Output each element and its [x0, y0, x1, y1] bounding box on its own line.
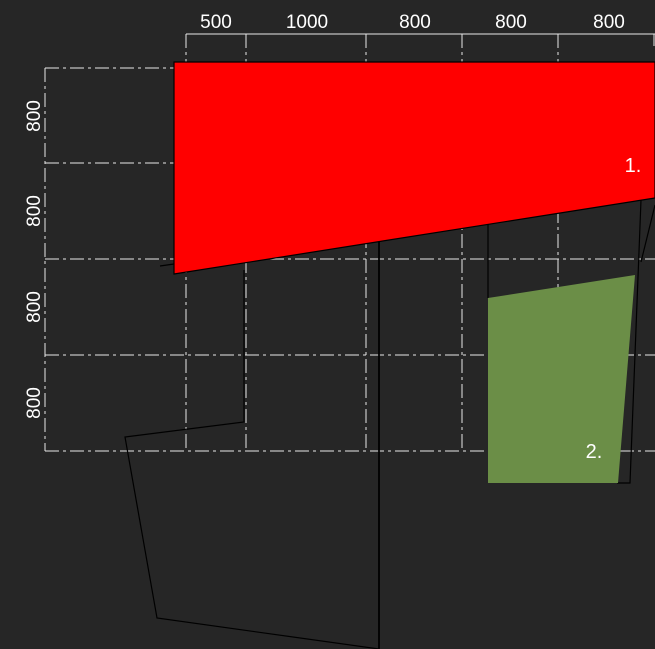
dim-top-3: 800: [399, 12, 431, 33]
right-edge-wall: [640, 204, 655, 263]
wall-outlines: [124, 199, 655, 649]
zone-2-area: [488, 275, 635, 483]
dim-top-5: 800: [593, 12, 625, 33]
dim-left-2: 800: [24, 195, 45, 227]
dim-top-1: 500: [200, 12, 232, 33]
dim-left-1: 800: [24, 100, 45, 132]
lower-left-outline: [124, 270, 380, 649]
zone-1-label: 1.: [625, 155, 642, 177]
dim-left-3: 800: [24, 291, 45, 323]
zone2-right-outline: [617, 199, 642, 484]
left-tick: [159, 263, 175, 267]
zone-2-label: 2.: [586, 441, 603, 463]
zone-1-area: [173, 61, 655, 275]
dim-left-4: 800: [24, 387, 45, 419]
dim-top-4: 800: [495, 12, 527, 33]
dim-top-2: 1000: [286, 12, 328, 33]
top-dimension-line: [185, 33, 655, 46]
